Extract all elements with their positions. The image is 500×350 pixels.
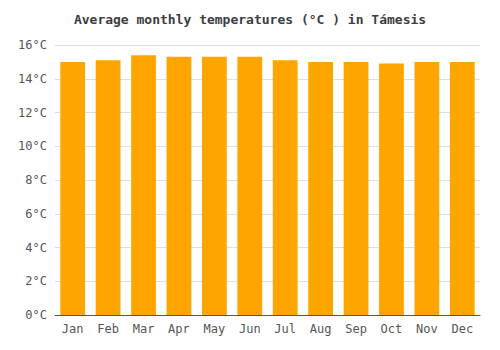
svg-text:6°C: 6°C (25, 207, 47, 221)
svg-text:Apr: Apr (168, 322, 190, 336)
svg-text:8°C: 8°C (25, 173, 47, 187)
svg-text:Mar: Mar (133, 322, 155, 336)
svg-text:Sep: Sep (345, 322, 367, 336)
svg-text:Nov: Nov (416, 322, 438, 336)
svg-text:0°C: 0°C (25, 308, 47, 322)
svg-text:12°C: 12°C (18, 106, 47, 120)
svg-text:Jan: Jan (62, 322, 84, 336)
svg-text:Average monthly temperatures (: Average monthly temperatures (°C ) in Tá… (74, 12, 426, 27)
svg-text:Jul: Jul (274, 322, 296, 336)
svg-text:10°C: 10°C (18, 139, 47, 153)
svg-text:Dec: Dec (451, 322, 473, 336)
svg-text:14°C: 14°C (18, 72, 47, 86)
svg-text:4°C: 4°C (25, 241, 47, 255)
svg-text:2°C: 2°C (25, 274, 47, 288)
svg-text:Feb: Feb (97, 322, 119, 336)
svg-text:May: May (204, 322, 226, 336)
svg-text:Oct: Oct (381, 322, 403, 336)
svg-text:Aug: Aug (310, 322, 332, 336)
svg-text:Jun: Jun (239, 322, 261, 336)
svg-text:16°C: 16°C (18, 38, 47, 52)
